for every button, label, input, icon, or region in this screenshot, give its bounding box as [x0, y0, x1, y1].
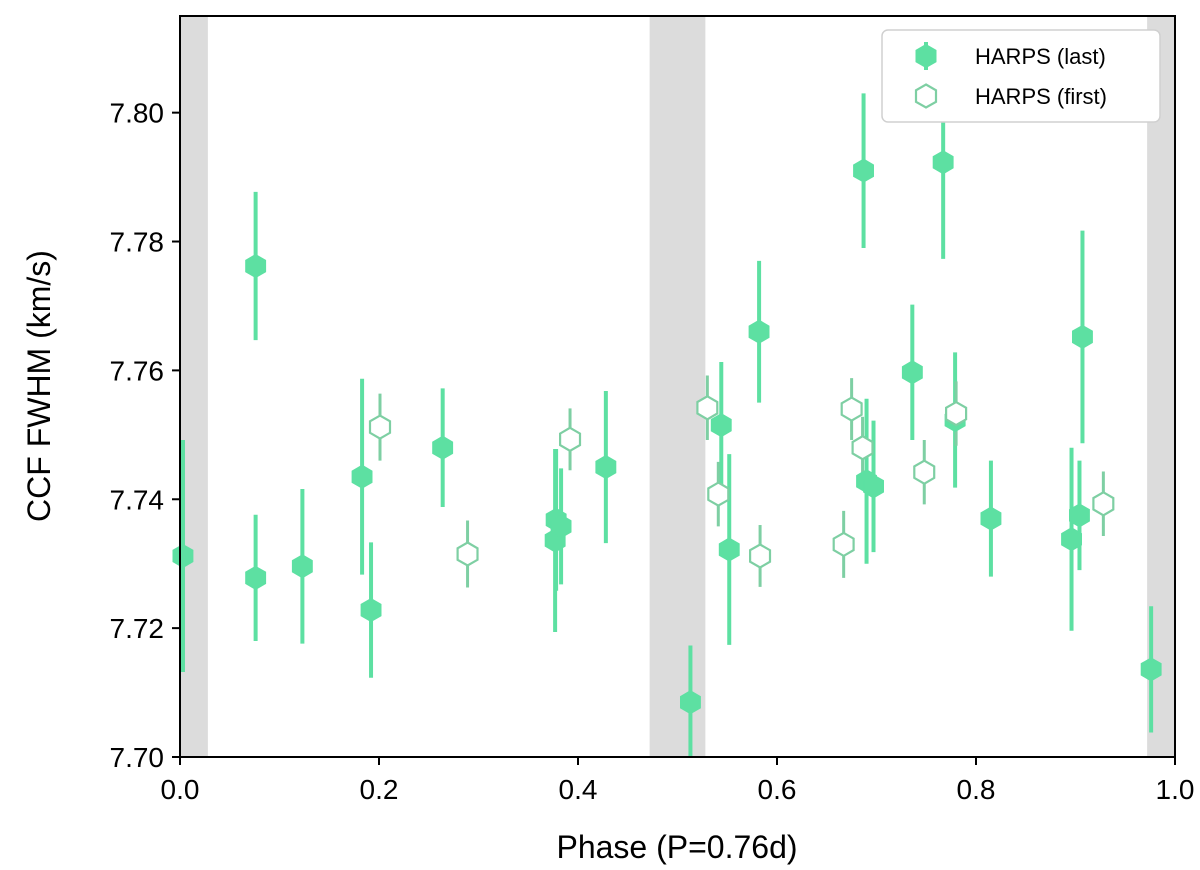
legend-markers	[914, 42, 938, 109]
y-tick-label: 7.80	[110, 98, 165, 129]
legend-label-harps-last: HARPS (last)	[975, 44, 1106, 69]
harps-last-point-17	[863, 474, 884, 499]
harps-first-point-7	[840, 396, 863, 422]
x-tick-label: 0.0	[161, 774, 200, 805]
x-tick-label: 0.4	[559, 774, 598, 805]
harps-first-point-9	[913, 459, 936, 485]
harps-last-point-10	[595, 454, 617, 480]
legend-filled-hexagon-icon	[915, 43, 937, 69]
x-tick-label: 0.2	[360, 774, 399, 805]
y-axis-label: CCF FWHM (km/s)	[21, 250, 57, 522]
harps-last-point-18	[901, 360, 923, 385]
harps-last-point-4	[351, 464, 373, 489]
legend-label-harps-first: HARPS (first)	[975, 84, 1107, 109]
harps-last-point-1	[245, 253, 267, 279]
harps-last-point-19	[932, 150, 954, 175]
harps-first-point-0	[368, 414, 392, 440]
harps-last-point-12	[710, 413, 732, 438]
harps-last-point-13	[718, 537, 740, 562]
shaded-band-1	[649, 16, 706, 757]
harps-last-point-15	[853, 158, 874, 183]
harps-first-point-1	[456, 541, 479, 567]
harps-last-point-11	[680, 690, 701, 715]
harps-first-point-3	[696, 395, 719, 421]
x-tick-label: 0.6	[758, 774, 797, 805]
y-tick-label: 7.78	[110, 227, 165, 258]
harps-first-point-4	[707, 481, 730, 507]
plot-frame	[179, 15, 1176, 758]
shaded-bands	[180, 16, 1175, 757]
harps-last-point-22	[1061, 527, 1082, 552]
harps-first-point-11	[1092, 491, 1115, 517]
legend: HARPS (last) HARPS (first)	[881, 29, 1161, 123]
y-tick-label: 7.70	[110, 742, 165, 773]
x-axis-label: Phase (P=0.76d)	[556, 829, 797, 865]
y-tick-label: 7.74	[110, 484, 165, 515]
y-tick-label: 7.76	[110, 355, 165, 386]
harps-first-point-5	[748, 543, 772, 569]
x-tick-label: 1.0	[1156, 774, 1195, 805]
harps-last-point-6	[432, 435, 454, 460]
y-axis-ticks: 7.70 7.72 7.74 7.76 7.78 7.80	[110, 98, 180, 773]
harps-last-point-0	[172, 543, 194, 569]
harps-first-point-10	[944, 400, 968, 427]
legend-open-hexagon-icon	[914, 83, 938, 109]
harps-last-point-2	[245, 565, 267, 590]
harps-last-point-9	[550, 514, 572, 539]
y-tick-label: 7.72	[110, 613, 165, 644]
harps-first-point-2	[558, 426, 582, 453]
harps-first-point-6	[832, 531, 855, 558]
data-markers	[172, 150, 1162, 715]
harps-last-point-24	[1072, 324, 1093, 349]
harps-last-point-14	[748, 319, 770, 344]
harps-last-point-5	[360, 598, 382, 623]
harps-last-point-25	[1140, 657, 1162, 682]
x-axis-ticks: 0.0 0.2 0.4 0.6 0.8 1.0	[161, 757, 1195, 805]
harps-last-point-23	[1069, 503, 1090, 528]
harps-last-point-21	[980, 506, 1002, 531]
x-tick-label: 0.8	[957, 774, 996, 805]
legend-box	[881, 29, 1161, 123]
harps-last-point-3	[291, 554, 313, 579]
harps-first-point-8	[851, 434, 874, 461]
